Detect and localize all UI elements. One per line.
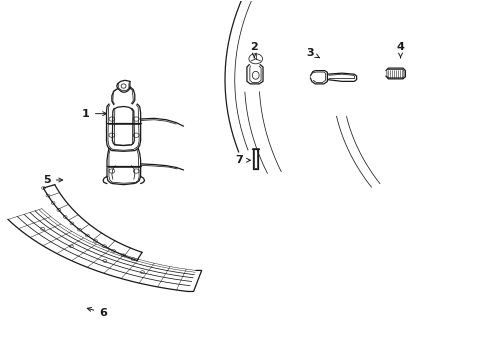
Text: 1: 1 <box>82 109 106 119</box>
Text: 3: 3 <box>306 48 319 58</box>
Text: 6: 6 <box>87 307 107 318</box>
Text: 2: 2 <box>250 42 258 58</box>
Text: 4: 4 <box>396 42 404 58</box>
Text: 5: 5 <box>43 175 62 185</box>
Text: 7: 7 <box>235 155 250 165</box>
